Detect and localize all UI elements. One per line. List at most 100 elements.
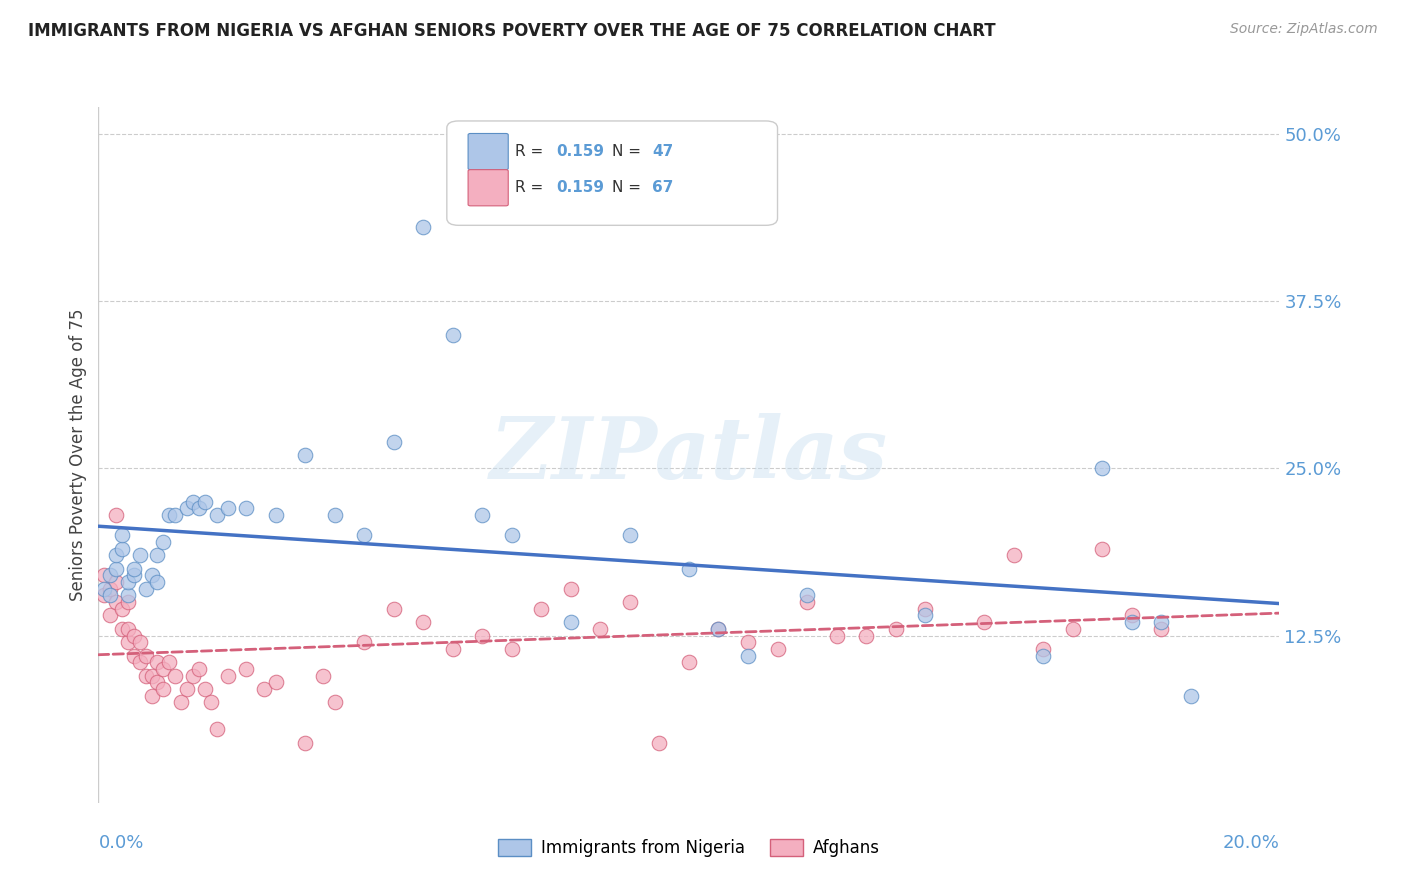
Point bbox=[146, 675, 169, 690]
Point bbox=[382, 602, 405, 616]
Point bbox=[157, 655, 180, 669]
Text: 20.0%: 20.0% bbox=[1223, 834, 1279, 852]
Text: R =: R = bbox=[516, 180, 548, 195]
Point bbox=[152, 662, 174, 676]
Point bbox=[217, 669, 239, 683]
Point bbox=[181, 494, 204, 508]
Text: N =: N = bbox=[612, 180, 645, 195]
Point bbox=[135, 669, 157, 683]
Point bbox=[235, 501, 257, 516]
Point bbox=[128, 548, 150, 563]
Text: R =: R = bbox=[516, 145, 548, 159]
Point bbox=[1150, 622, 1173, 636]
Point bbox=[105, 548, 128, 563]
Point bbox=[187, 501, 209, 516]
Point bbox=[217, 501, 239, 516]
Text: ZIPatlas: ZIPatlas bbox=[489, 413, 889, 497]
Point bbox=[117, 595, 139, 609]
Text: 0.0%: 0.0% bbox=[98, 834, 143, 852]
Point bbox=[560, 615, 582, 630]
Point bbox=[122, 568, 145, 582]
Point bbox=[914, 602, 936, 616]
FancyBboxPatch shape bbox=[468, 169, 508, 206]
Point bbox=[678, 655, 700, 669]
Point bbox=[128, 635, 150, 649]
Point bbox=[111, 528, 134, 542]
Point bbox=[141, 669, 163, 683]
Point bbox=[176, 501, 198, 516]
Point bbox=[441, 327, 464, 342]
Point bbox=[122, 562, 145, 576]
Point bbox=[796, 589, 818, 603]
Point bbox=[235, 662, 257, 676]
Point bbox=[1180, 689, 1202, 703]
Point bbox=[117, 589, 139, 603]
Point bbox=[205, 723, 228, 737]
Point bbox=[648, 735, 671, 749]
Point bbox=[176, 681, 198, 696]
Point bbox=[678, 562, 700, 576]
Point bbox=[157, 508, 180, 523]
Point bbox=[1150, 615, 1173, 630]
Point bbox=[766, 642, 789, 657]
Point bbox=[122, 628, 145, 642]
Point bbox=[165, 508, 187, 523]
Point bbox=[98, 582, 121, 596]
Point bbox=[105, 508, 128, 523]
Point bbox=[105, 575, 128, 590]
Point bbox=[973, 615, 995, 630]
Point bbox=[98, 568, 121, 582]
Point bbox=[122, 648, 145, 663]
Point bbox=[884, 622, 907, 636]
Point bbox=[146, 548, 169, 563]
Point bbox=[152, 681, 174, 696]
Point bbox=[530, 602, 553, 616]
Point bbox=[501, 528, 523, 542]
Point bbox=[441, 642, 464, 657]
Point bbox=[471, 628, 494, 642]
Point bbox=[165, 669, 187, 683]
Text: IMMIGRANTS FROM NIGERIA VS AFGHAN SENIORS POVERTY OVER THE AGE OF 75 CORRELATION: IMMIGRANTS FROM NIGERIA VS AFGHAN SENIOR… bbox=[28, 22, 995, 40]
Point bbox=[200, 696, 222, 710]
Point bbox=[323, 508, 346, 523]
Point bbox=[117, 635, 139, 649]
Point bbox=[194, 681, 217, 696]
Point bbox=[98, 608, 121, 623]
Point bbox=[141, 568, 163, 582]
Point bbox=[412, 615, 434, 630]
Point bbox=[93, 589, 115, 603]
Point bbox=[1032, 648, 1054, 663]
Point bbox=[146, 575, 169, 590]
Point bbox=[560, 582, 582, 596]
Point bbox=[382, 434, 405, 449]
Point bbox=[353, 635, 375, 649]
Point bbox=[194, 494, 217, 508]
Point bbox=[253, 681, 276, 696]
Text: N =: N = bbox=[612, 145, 645, 159]
Point bbox=[93, 582, 115, 596]
Point bbox=[589, 622, 612, 636]
Point bbox=[1091, 541, 1114, 556]
Point bbox=[141, 689, 163, 703]
Y-axis label: Seniors Poverty Over the Age of 75: Seniors Poverty Over the Age of 75 bbox=[69, 309, 87, 601]
Point bbox=[135, 648, 157, 663]
Legend: Immigrants from Nigeria, Afghans: Immigrants from Nigeria, Afghans bbox=[491, 832, 887, 864]
Point bbox=[825, 628, 848, 642]
Point bbox=[135, 582, 157, 596]
FancyBboxPatch shape bbox=[447, 121, 778, 226]
Point bbox=[501, 642, 523, 657]
Point bbox=[170, 696, 193, 710]
Point bbox=[1032, 642, 1054, 657]
Point bbox=[707, 622, 730, 636]
Point bbox=[796, 595, 818, 609]
Point bbox=[117, 622, 139, 636]
Point bbox=[264, 508, 287, 523]
Point bbox=[619, 528, 641, 542]
Point bbox=[619, 595, 641, 609]
Point bbox=[111, 602, 134, 616]
Text: 0.159: 0.159 bbox=[557, 145, 605, 159]
Text: 47: 47 bbox=[652, 145, 673, 159]
Point bbox=[707, 622, 730, 636]
Point bbox=[146, 655, 169, 669]
Point bbox=[1002, 548, 1025, 563]
